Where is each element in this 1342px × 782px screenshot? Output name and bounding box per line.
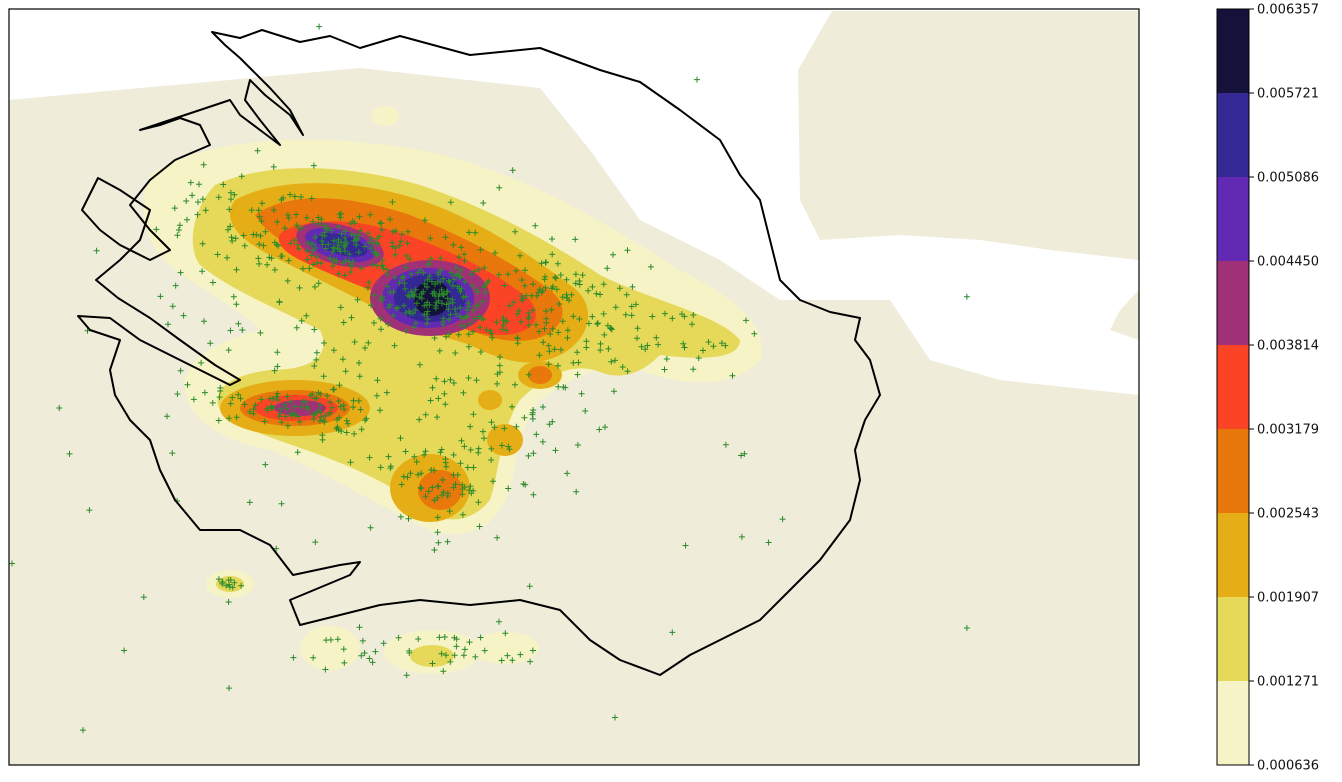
- map-plot-area: [9, 9, 1139, 765]
- contour-patch: [300, 626, 360, 670]
- land-mass-northeast: [798, 11, 1139, 260]
- land-mass-east: [1110, 290, 1139, 340]
- colorbar-band-4: [1217, 429, 1249, 513]
- colorbar-tick-label: 0.005721: [1257, 87, 1319, 102]
- city-boundary-line: [77, 29, 881, 676]
- colorbar-tick-label: 0.001907: [1257, 591, 1319, 606]
- colorbar-band-7: [1217, 177, 1249, 261]
- contour-patch: [410, 645, 454, 667]
- colorbar-frame: [1216, 8, 1250, 766]
- colorbar-tick-label: 0.005086: [1257, 171, 1319, 186]
- colorbar-tick-label: 0.001271: [1257, 675, 1319, 690]
- colorbar-tick-label: 0.002543: [1257, 507, 1319, 522]
- observation-point-markers: [9, 23, 970, 734]
- colorbar-tick-label: 0.000636: [1257, 759, 1319, 774]
- colorbar-tick-label: 0.006357: [1257, 3, 1319, 18]
- colorbar-band-2: [1217, 597, 1249, 681]
- observation-points: [9, 23, 970, 734]
- colorbar-band-9: [1217, 9, 1249, 93]
- colorbar-band-1: [1217, 681, 1249, 765]
- plot-frame: [8, 8, 1140, 766]
- contour-patch: [478, 390, 502, 410]
- contour-patch: [371, 106, 399, 126]
- colorbar: 0.000636 0.001271 0.001907 0.002543 0.003179…: [1216, 3, 1319, 774]
- colorbar-tick-label: 0.003179: [1257, 423, 1319, 438]
- contour-patch: [528, 366, 552, 384]
- contour-patch: [487, 424, 523, 456]
- contour-patch: [471, 632, 539, 664]
- colorbar-band-5: [1217, 345, 1249, 429]
- colorbar-tick-label: 0.004450: [1257, 255, 1319, 270]
- colorbar-tick-label: 0.003814: [1257, 339, 1319, 354]
- colorbar-band-3: [1217, 513, 1249, 597]
- colorbar-band-8: [1217, 93, 1249, 177]
- colorbar-band-6: [1217, 261, 1249, 345]
- contour-patch: [418, 470, 462, 510]
